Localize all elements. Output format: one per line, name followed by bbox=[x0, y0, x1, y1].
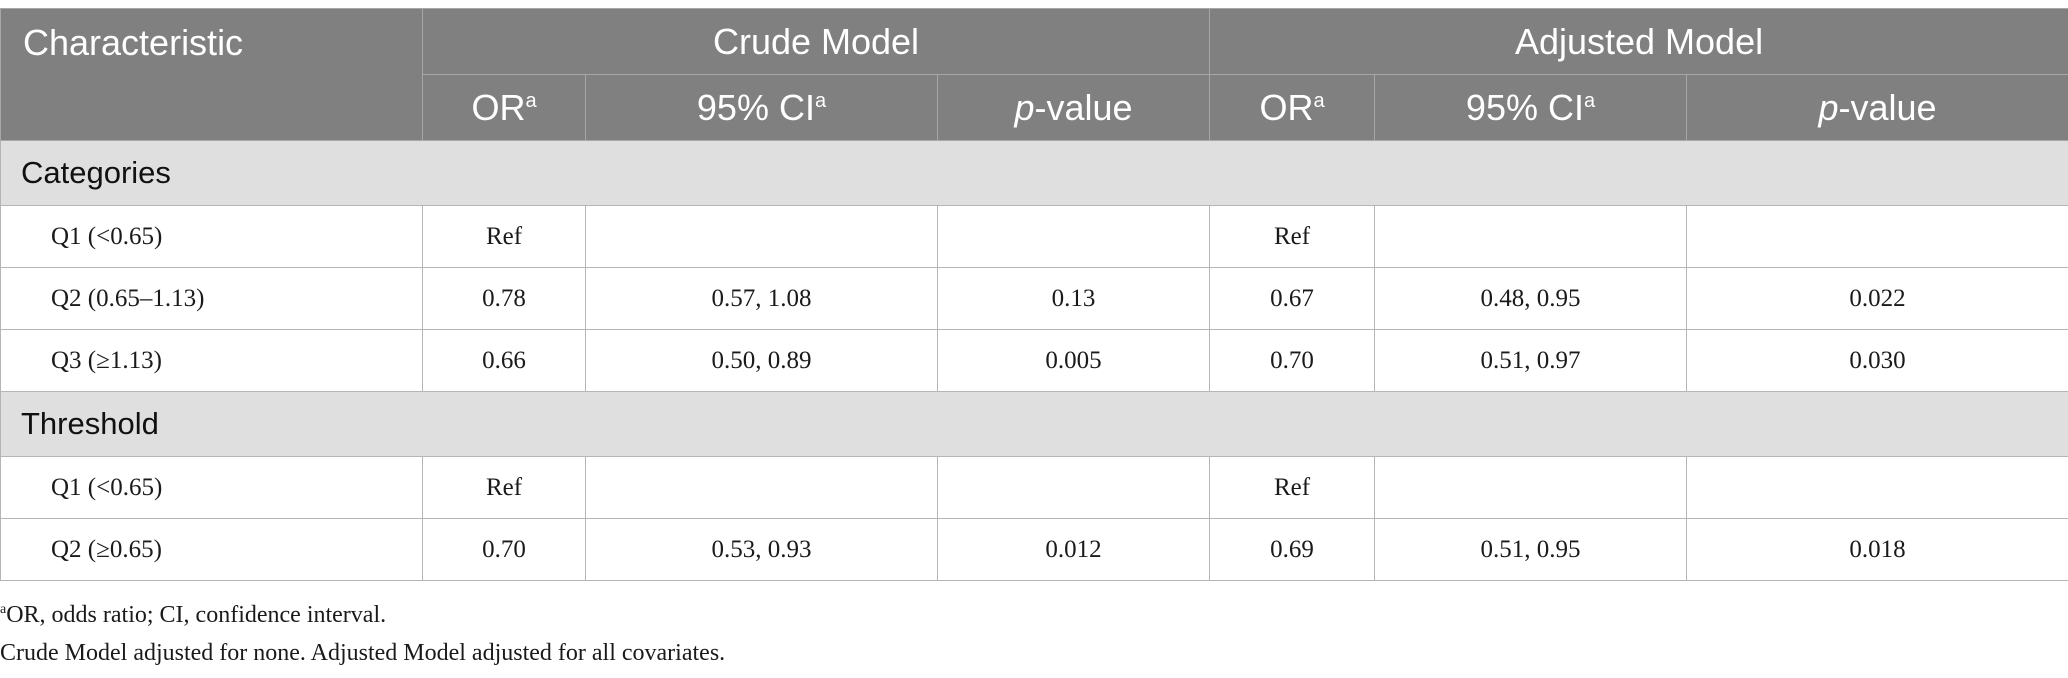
cell-crude-ci: 0.57, 1.08 bbox=[585, 267, 938, 330]
cell-crude-or: Ref bbox=[422, 205, 586, 268]
cell-crude-ci bbox=[585, 205, 938, 268]
cell-crude-ci bbox=[585, 456, 938, 519]
cell-adjusted-ci: 0.51, 0.97 bbox=[1374, 329, 1688, 392]
results-table-container: Characteristic Crude Model Adjusted Mode… bbox=[0, 8, 2068, 581]
header-crude-p: p-value bbox=[936, 74, 1211, 141]
table-row: Q1 (<0.65) Ref Ref bbox=[0, 456, 2068, 519]
header-adjusted-model: Adjusted Model bbox=[1209, 8, 2068, 75]
table-row: Q1 (<0.65) Ref Ref bbox=[0, 205, 2068, 268]
table-footnotes: aOR, odds ratio; CI, confidence interval… bbox=[0, 596, 725, 672]
cell-adjusted-ci bbox=[1374, 205, 1688, 268]
table-header: Characteristic Crude Model Adjusted Mode… bbox=[0, 8, 2068, 141]
section-row-threshold: Threshold bbox=[0, 391, 2068, 457]
cell-crude-ci: 0.53, 0.93 bbox=[585, 518, 938, 581]
footnote-mark: a bbox=[1313, 89, 1325, 112]
footnote-mark: a bbox=[814, 89, 827, 112]
cell-adjusted-ci: 0.51, 0.95 bbox=[1374, 518, 1688, 581]
cell-adjusted-p: 0.022 bbox=[1686, 267, 2068, 330]
row-label: Q1 (<0.65) bbox=[0, 456, 423, 519]
footnote-mark: a bbox=[0, 602, 7, 617]
cell-crude-or: 0.66 bbox=[422, 329, 586, 392]
header-crude-or: ORa bbox=[422, 74, 586, 141]
header-characteristic: Characteristic bbox=[0, 8, 423, 141]
cell-adjusted-or: 0.70 bbox=[1209, 329, 1376, 392]
footnote-mark: a bbox=[1583, 89, 1596, 112]
header-adjusted-or: ORa bbox=[1209, 74, 1376, 141]
p-rest: -value bbox=[1034, 86, 1133, 128]
row-label: Q3 (≥1.13) bbox=[0, 329, 423, 392]
header-adjusted-p: p-value bbox=[1686, 74, 2068, 141]
cell-crude-p bbox=[936, 205, 1211, 268]
p-italic: p bbox=[1014, 86, 1035, 128]
table-row: Q2 (≥0.65) 0.70 0.53, 0.93 0.012 0.69 0.… bbox=[0, 518, 2068, 581]
cell-adjusted-p: 0.018 bbox=[1686, 518, 2068, 581]
cell-crude-or: Ref bbox=[422, 456, 586, 519]
ci-label: 95% CI bbox=[1465, 86, 1584, 128]
section-title: Categories bbox=[0, 140, 2068, 206]
header-crude-ci: 95% CIa bbox=[585, 74, 938, 141]
cell-adjusted-ci: 0.48, 0.95 bbox=[1374, 267, 1688, 330]
table-body: Categories Q1 (<0.65) Ref Ref Q2 (0.65–1… bbox=[0, 140, 2068, 581]
cell-crude-p bbox=[936, 456, 1211, 519]
cell-crude-ci: 0.50, 0.89 bbox=[585, 329, 938, 392]
cell-crude-p: 0.005 bbox=[936, 329, 1211, 392]
cell-crude-p: 0.012 bbox=[936, 518, 1211, 581]
or-label: OR bbox=[471, 86, 526, 128]
cell-adjusted-p bbox=[1686, 456, 2068, 519]
cell-crude-or: 0.78 bbox=[422, 267, 586, 330]
cell-crude-p: 0.13 bbox=[936, 267, 1211, 330]
cell-adjusted-or: 0.69 bbox=[1209, 518, 1376, 581]
or-label: OR bbox=[1259, 86, 1314, 128]
section-title: Threshold bbox=[0, 391, 2068, 457]
header-adjusted-ci: 95% CIa bbox=[1374, 74, 1688, 141]
table-row: Q2 (0.65–1.13) 0.78 0.57, 1.08 0.13 0.67… bbox=[0, 267, 2068, 330]
row-label: Q2 (0.65–1.13) bbox=[0, 267, 423, 330]
cell-adjusted-or: 0.67 bbox=[1209, 267, 1376, 330]
p-rest: -value bbox=[1838, 86, 1937, 128]
cell-adjusted-or: Ref bbox=[1209, 456, 1376, 519]
footnote-abbreviations: aOR, odds ratio; CI, confidence interval… bbox=[0, 596, 725, 634]
header-crude-model: Crude Model bbox=[421, 8, 1211, 75]
cell-adjusted-or: Ref bbox=[1209, 205, 1376, 268]
cell-crude-or: 0.70 bbox=[422, 518, 586, 581]
row-label: Q2 (≥0.65) bbox=[0, 518, 423, 581]
odds-ratio-table: Characteristic Crude Model Adjusted Mode… bbox=[0, 8, 2068, 581]
row-label: Q1 (<0.65) bbox=[0, 205, 423, 268]
table-row: Q3 (≥1.13) 0.66 0.50, 0.89 0.005 0.70 0.… bbox=[0, 329, 2068, 392]
p-italic: p bbox=[1818, 86, 1839, 128]
footnote-mark: a bbox=[525, 89, 537, 112]
ci-label: 95% CI bbox=[696, 86, 815, 128]
cell-adjusted-p bbox=[1686, 205, 2068, 268]
cell-adjusted-ci bbox=[1374, 456, 1688, 519]
footnote-models: Crude Model adjusted for none. Adjusted … bbox=[0, 640, 726, 666]
footnote-abbrev-text: OR, odds ratio; CI, confidence interval. bbox=[6, 602, 387, 628]
cell-adjusted-p: 0.030 bbox=[1686, 329, 2068, 392]
section-row-categories: Categories bbox=[0, 140, 2068, 206]
